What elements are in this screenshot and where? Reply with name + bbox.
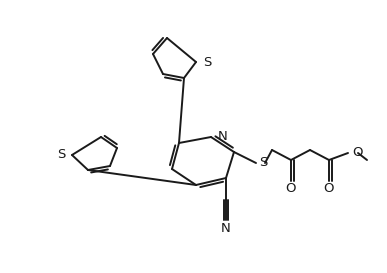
Text: O: O (286, 182, 296, 195)
Text: S: S (57, 149, 65, 162)
Text: S: S (259, 156, 267, 168)
Text: N: N (218, 130, 228, 144)
Text: O: O (324, 182, 334, 195)
Text: N: N (221, 221, 231, 235)
Text: S: S (203, 55, 211, 69)
Text: O: O (352, 146, 363, 159)
